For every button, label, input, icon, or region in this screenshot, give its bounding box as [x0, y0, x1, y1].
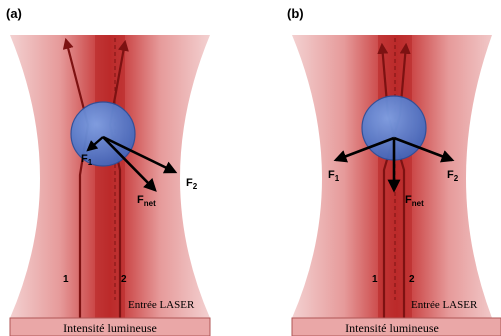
intensity-box: [9, 317, 211, 336]
ray-label-1: 1: [63, 274, 69, 285]
force-label-f1: F1: [81, 153, 93, 167]
panel-a: (a) F1 F2 Fnet 1 2 Entrée LASER Intensit…: [6, 6, 211, 336]
force-arrow-f2: [393, 136, 455, 163]
force-label-fnet: Fnet: [137, 194, 156, 208]
force-label-f2: F2: [186, 177, 198, 191]
force-arrow-f1: [333, 136, 395, 163]
intensity-box: [291, 317, 501, 336]
force-arrow-fnet: [102, 136, 157, 192]
force-arrow-f1: [86, 136, 104, 152]
intensity-label: Intensité lumineuse: [345, 321, 439, 335]
laser-input-label: Entrée LASER: [128, 299, 195, 311]
ray-label-1: 1: [372, 274, 378, 285]
force-arrow-f2: [102, 135, 178, 174]
force-label-f2: F2: [447, 169, 459, 183]
ray-label-2: 2: [409, 274, 415, 285]
panel-label: (a): [6, 6, 22, 21]
panel-b: (b) F1 F2 Fnet 1 2 Entrée LASER Intensit…: [287, 6, 501, 336]
force-label-f1: F1: [328, 169, 340, 183]
intensity-label: Intensité lumineuse: [63, 321, 157, 335]
laser-input-label: Entrée LASER: [411, 299, 478, 311]
ray-label-2: 2: [121, 274, 127, 285]
laser-beam-right-edge: [466, 35, 501, 318]
panel-label: (b): [287, 6, 304, 21]
force-label-fnet: Fnet: [405, 194, 424, 208]
